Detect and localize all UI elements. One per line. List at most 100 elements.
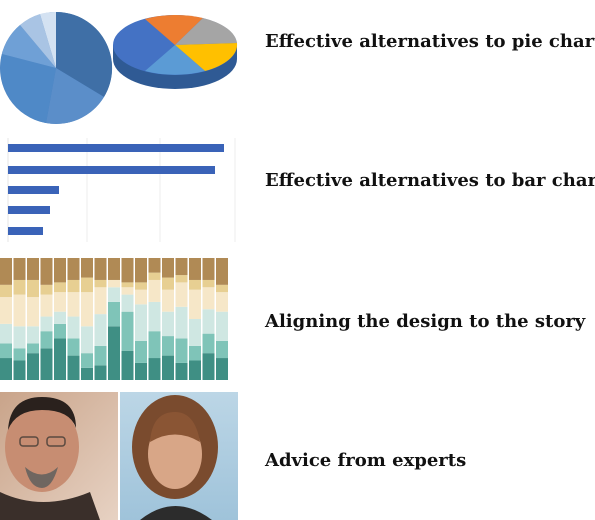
stack-segment [0,297,12,324]
stack-segment [81,258,93,278]
stack-segment [175,275,188,283]
stack-segment [54,311,66,324]
stack-segment [27,353,39,380]
stack-segment [189,319,201,346]
stack-segment [189,258,201,280]
stack-segment [94,345,107,366]
stack-segment [94,279,107,288]
stack-segment [202,309,215,334]
stack-segment [0,323,12,344]
stack-segment [216,340,228,359]
stack-segment [54,338,66,380]
stack-segment [189,360,201,380]
stack-segment [94,258,107,280]
stack-segment [189,345,201,361]
stack-segment [135,304,147,341]
article-title-design[interactable]: Aligning the design to the story [265,311,586,332]
stack-segment [216,358,228,380]
stack-segment [216,284,228,293]
stack-segment [135,258,147,283]
stack-segment [121,294,134,312]
stack-segment [175,306,188,339]
stack-segment [216,258,228,285]
stack-segment [148,301,161,332]
stack-segment [135,282,147,290]
stack-segment [81,277,93,293]
stack-segment [81,292,93,327]
stack-segment [121,287,134,295]
stack-segment [121,350,134,380]
stack-segment [108,301,120,327]
stack-segment [148,258,161,273]
stack-segment [27,258,39,280]
stack-segment [202,279,215,288]
stack-segment [135,340,147,363]
stack-segment [40,348,53,380]
stack-segment [81,353,93,368]
stack-segment [162,355,174,380]
article-row-experts[interactable]: Advice from experts [0,392,595,520]
stack-segment [54,282,66,293]
stack-segment [0,358,12,380]
expert-portraits-thumbnail[interactable] [0,392,238,520]
article-title-bar[interactable]: Effective alternatives to bar charts [265,170,595,191]
stack-segment [162,311,174,337]
stack-segment [175,282,188,307]
article-row-pie[interactable]: Effective alternatives to pie charts [0,0,595,130]
stack-segment [216,311,228,341]
stack-segment [162,277,174,290]
stack-segment [40,284,53,295]
stack-segment [67,279,80,293]
stack-segment [94,287,107,315]
stack-segment [148,331,161,359]
stack-segment [67,258,80,280]
stack-segment [121,258,134,283]
stack-segment [189,279,201,290]
stack-segment [108,326,120,380]
article-title-pie[interactable]: Effective alternatives to pie charts [265,31,595,52]
article-row-design[interactable]: Aligning the design to the story [0,258,595,383]
stack-segment [0,343,12,359]
stack-segment [54,258,66,283]
stack-segment [40,294,53,317]
stack-segment [175,362,188,380]
stack-segment [67,355,80,380]
article-row-bar[interactable]: Effective alternatives to bar charts [0,130,595,248]
stack-segment [54,323,66,339]
stack-segment [13,294,26,327]
stack-segment [189,289,201,319]
pie-charts-thumbnail[interactable] [0,0,245,130]
stack-segment [108,279,120,288]
stack-segment [13,348,26,361]
bar-chart-thumbnail[interactable] [0,130,245,248]
stack-segment [81,326,93,354]
stack-segment [148,272,161,280]
stack-segment [40,258,53,285]
stacked-bar-thumbnail[interactable] [0,258,240,383]
stack-segment [67,316,80,339]
stack-segment [40,316,53,332]
stack-segment [13,279,26,295]
stack-segment [202,258,215,280]
stack-segment [135,289,147,305]
stack-segment [27,343,39,354]
stack-segment [67,292,80,317]
stack-segment [27,297,39,327]
stack-segment [94,314,107,346]
stack-segment [81,367,93,380]
stack-segment [13,360,26,380]
stack-segment [27,279,39,298]
stack-segment [121,311,134,351]
stack-segment [162,289,174,312]
stack-segment [54,292,66,312]
stack-segment [148,279,161,302]
stack-segment [175,258,188,276]
stack-segment [108,287,120,302]
stack-segment [202,333,215,354]
stack-segment [94,365,107,380]
article-title-experts[interactable]: Advice from experts [265,450,467,471]
stack-segment [0,284,12,298]
stack-segment [135,362,147,380]
stack-segment [216,292,228,312]
stack-segment [0,258,12,285]
